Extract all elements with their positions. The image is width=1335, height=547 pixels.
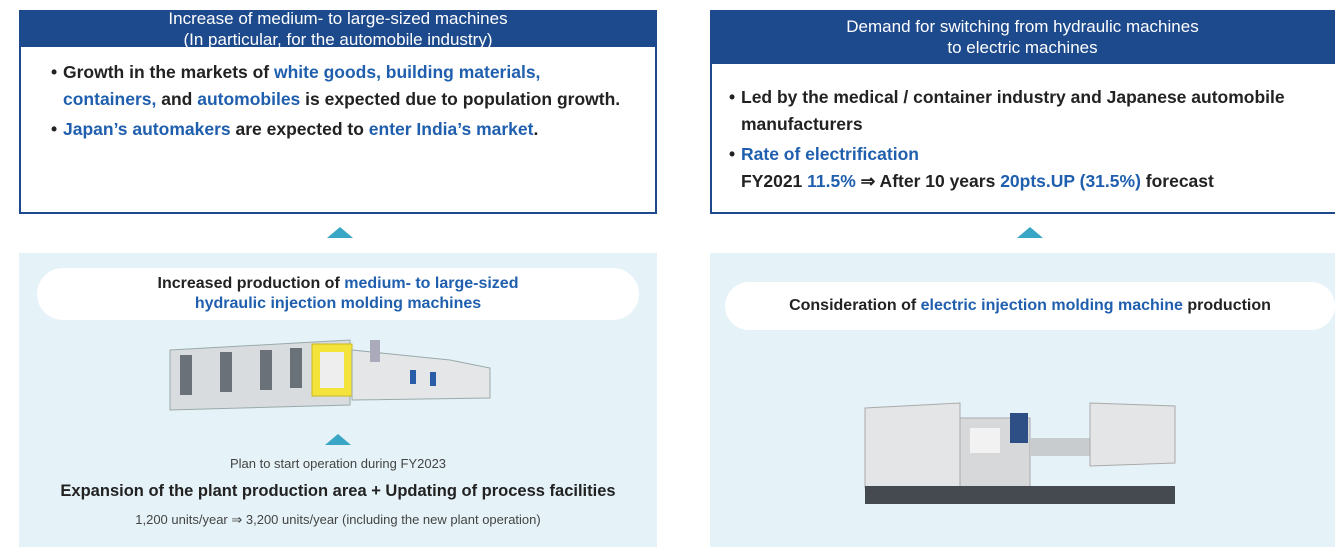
right-pill: Consideration of electric injection mold…	[725, 282, 1335, 330]
bullet: Japan’s automakers are expected to enter…	[51, 116, 637, 143]
right-box: Led by the medical / container industry …	[710, 64, 1335, 214]
bullet-line: Japan’s automakers are expected to enter…	[63, 116, 637, 143]
text-segment: are expected to	[231, 119, 369, 139]
pill-text: Consideration of electric injection mold…	[725, 296, 1335, 316]
text-segment: automobiles	[197, 89, 300, 109]
arrow	[1017, 227, 1043, 238]
machine-body	[865, 403, 960, 493]
text-segment: 11.5%	[807, 171, 856, 191]
text-segment: Increased production of	[158, 275, 345, 292]
machine-injection	[1090, 403, 1175, 466]
pill-text: Increased production of medium- to large…	[37, 274, 639, 314]
machine-door	[220, 352, 232, 392]
bullet-list: Growth in the markets of white goods, bu…	[51, 59, 637, 143]
expansion: Expansion of the plant production area +…	[19, 482, 657, 501]
text-segment: electric injection molding machine	[921, 297, 1183, 314]
page: { "left": { "header": ["Increase of medi…	[0, 0, 1335, 547]
bullet: Growth in the markets of white goods, bu…	[51, 59, 637, 113]
left-box: Growth in the markets of white goods, bu…	[19, 47, 657, 214]
machine-barrel	[1030, 438, 1095, 456]
text-segment: is expected due to population growth.	[300, 89, 620, 109]
machine-door	[290, 348, 302, 388]
bullet-line: Rate of electrification	[741, 141, 1325, 168]
right-header: Demand for switching from hydraulic mach…	[710, 10, 1335, 64]
bullet: Led by the medical / container industry …	[729, 84, 1325, 138]
machine-door	[180, 355, 192, 395]
text-segment: 20pts.UP (31.5%)	[1000, 171, 1141, 191]
text-segment: Led by the medical / container industry …	[741, 87, 1285, 134]
header-line: Increase of medium- to large-sized machi…	[19, 8, 657, 29]
text-segment: Japan’s automakers	[63, 119, 231, 139]
text-segment: Rate of electrification	[741, 144, 919, 164]
electric-machine	[860, 398, 1190, 508]
text-segment: ⇒ After 10 years	[856, 171, 1000, 191]
text-segment: forecast	[1141, 171, 1214, 191]
text-segment: and	[156, 89, 197, 109]
machine-base	[865, 486, 1175, 504]
note: Plan to start operation during FY2023	[19, 456, 657, 471]
machine-valve	[410, 370, 416, 384]
arrow	[327, 227, 353, 238]
text-segment: FY2021	[741, 171, 807, 191]
bullet-line: Led by the medical / container industry …	[741, 84, 1325, 138]
left-header: Increase of medium- to large-sized machi…	[19, 10, 657, 47]
bullet-line: Growth in the markets of white goods, bu…	[63, 59, 637, 113]
arrow	[325, 434, 351, 445]
bullet: Rate of electrification FY2021 11.5% ⇒ Af…	[729, 141, 1325, 195]
machine-window	[970, 428, 1000, 453]
bullet-line: FY2021 11.5% ⇒ After 10 years 20pts.UP (…	[741, 168, 1325, 195]
machine-valve	[430, 372, 436, 386]
bullet-list: Led by the medical / container industry …	[729, 84, 1325, 195]
capacity: 1,200 units/year ⇒ 3,200 units/year (inc…	[19, 512, 657, 528]
header-line: Demand for switching from hydraulic mach…	[710, 16, 1335, 37]
left-pill: Increased production of medium- to large…	[37, 268, 639, 320]
text-segment: production	[1183, 297, 1271, 314]
text-segment: .	[533, 119, 538, 139]
machine-window	[320, 352, 344, 388]
machine-hopper	[370, 340, 380, 362]
machine-panel	[1010, 413, 1028, 443]
machine-door	[260, 350, 272, 390]
header-line: to electric machines	[710, 37, 1335, 58]
text-segment: Consideration of	[789, 297, 921, 314]
hydraulic-machine	[160, 330, 510, 420]
text-segment: enter India’s market	[369, 119, 534, 139]
text-segment: Growth in the markets of	[63, 62, 274, 82]
